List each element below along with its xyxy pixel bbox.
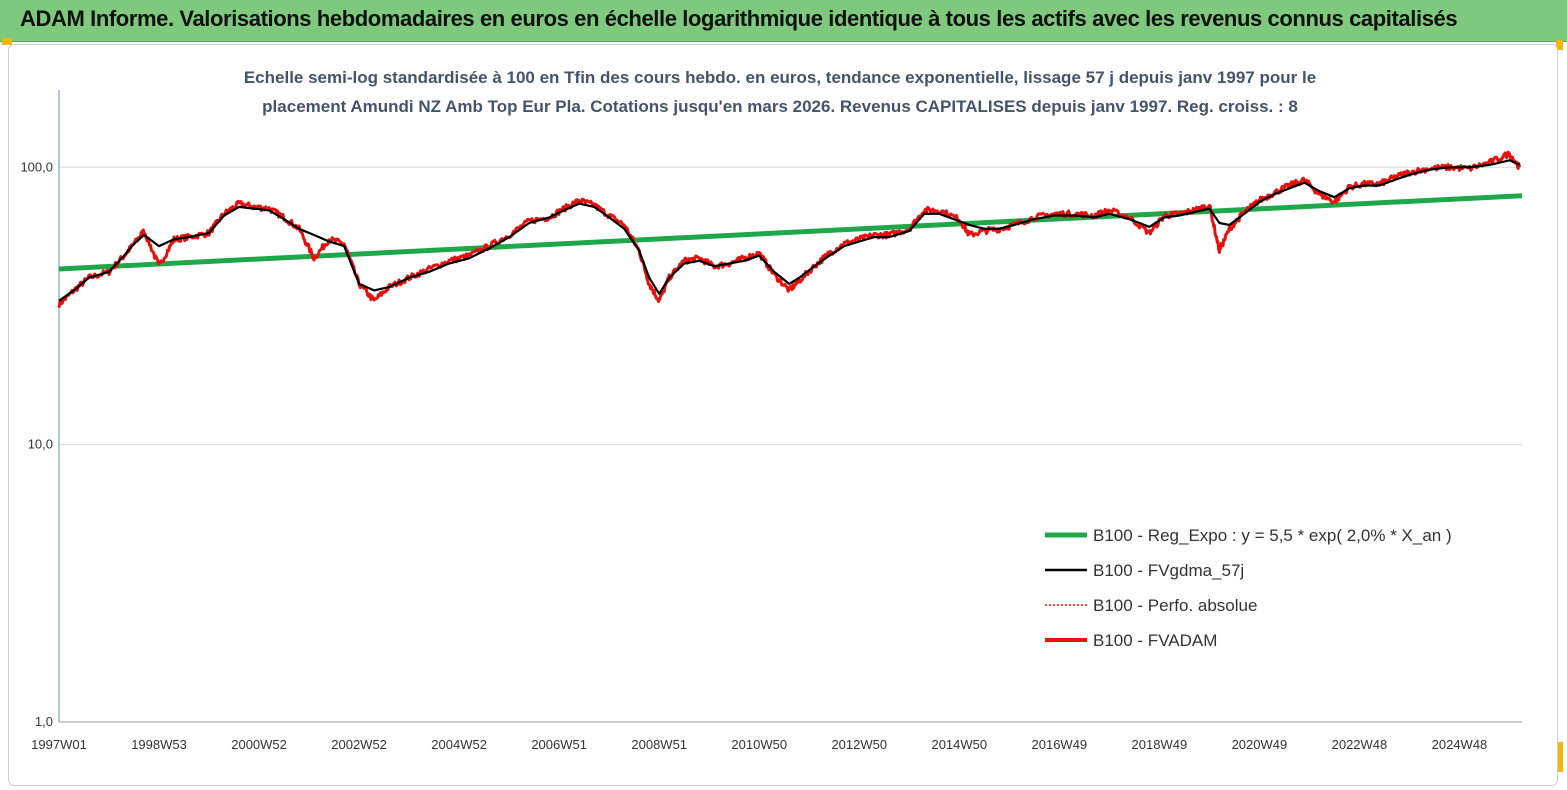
chart-subtitle-line-2: placement Amundi NZ Amb Top Eur Pla. Cot… <box>262 97 1298 116</box>
corner-mark-top-right <box>1556 40 1563 50</box>
chart-subtitle-line-1: Echelle semi-log standardisée à 100 en T… <box>244 68 1316 87</box>
y-tick-label: 100,0 <box>20 159 53 174</box>
corner-mark-bottom-right <box>1556 742 1563 772</box>
legend-label: B100 - FVADAM <box>1093 631 1217 650</box>
banner: ADAM Informe. Valorisations hebdomadaire… <box>0 0 1567 42</box>
corner-mark-top-left <box>2 38 12 45</box>
x-tick-label: 2020W49 <box>1232 737 1288 752</box>
x-tick-label: 1997W01 <box>31 737 87 752</box>
x-tick-label: 2004W52 <box>431 737 487 752</box>
x-tick-label: 2010W50 <box>731 737 787 752</box>
y-axis-ticks: 1,0 10,0 100,0 <box>20 159 53 729</box>
x-tick-label: 2018W49 <box>1132 737 1188 752</box>
x-tick-label: 2000W52 <box>231 737 287 752</box>
banner-title: ADAM Informe. Valorisations hebdomadaire… <box>20 6 1458 31</box>
series-line-series <box>57 150 1521 308</box>
x-tick-label: 2006W51 <box>531 737 587 752</box>
series-line-trend <box>58 193 1523 272</box>
x-tick-label: 2016W49 <box>1032 737 1088 752</box>
legend-label: B100 - Perfo. absolue <box>1093 596 1257 615</box>
y-tick-label: 1,0 <box>35 714 53 729</box>
legend-label: B100 - Reg_Expo : y = 5,5 * exp( 2,0% * … <box>1093 526 1452 545</box>
x-tick-label: 2008W51 <box>631 737 687 752</box>
x-tick-label: 2022W48 <box>1332 737 1388 752</box>
x-tick-label: 2012W50 <box>831 737 887 752</box>
x-tick-label: 2014W50 <box>931 737 987 752</box>
x-tick-label: 1998W53 <box>131 737 187 752</box>
x-tick-label: 2024W48 <box>1432 737 1488 752</box>
x-axis-ticks: 1997W01 1998W53 2000W52 2002W52 2004W52 2006W… <box>31 737 1487 752</box>
legend: B100 - Reg_Expo : y = 5,5 * exp( 2,0% * … <box>1045 526 1452 650</box>
y-tick-label: 10,0 <box>28 437 53 452</box>
x-tick-label: 2002W52 <box>331 737 387 752</box>
grid-lines <box>59 166 1522 723</box>
plot-area <box>57 150 1523 308</box>
series-line-smooth <box>58 159 1520 302</box>
legend-label: B100 - FVgdma_57j <box>1093 561 1244 580</box>
